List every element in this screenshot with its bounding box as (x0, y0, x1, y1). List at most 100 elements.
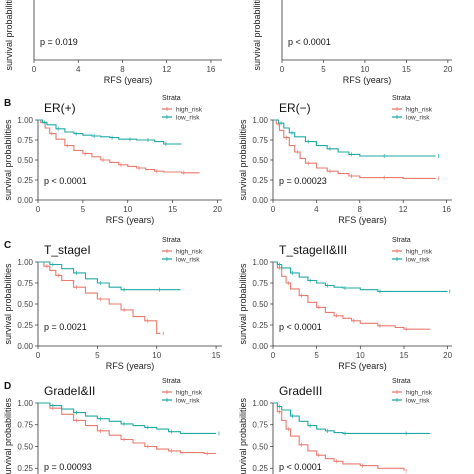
p-value-label: p < 0.0001 (288, 37, 331, 47)
x-tick-label: 16 (442, 205, 451, 214)
x-axis-label: RFS (years) (338, 361, 387, 371)
y-tick-label: 0.50 (17, 300, 33, 309)
y-axis-label: survival probabilities (3, 119, 13, 201)
legend-label: low_risk (406, 397, 430, 404)
y-tick-label: 0.50 (17, 156, 33, 165)
series-low-risk-line (38, 402, 217, 434)
y-tick-label: 0.00 (252, 196, 268, 205)
x-tick-label: 0 (36, 351, 41, 360)
x-axis-label: RFS (years) (343, 75, 392, 85)
curves (273, 119, 439, 181)
panel-title: T_stageII&III (279, 243, 347, 257)
series-high-risk-line (38, 119, 200, 174)
panel-c2: 0.00 0.25 0.50 0.75 1.00 0 5 10 15 20 RFS (years) s… (238, 237, 453, 371)
x-tick-label: 0 (32, 65, 37, 74)
series-high-risk-line (273, 402, 405, 471)
x-tick-label: 10 (360, 65, 369, 74)
panel-a2: 0 5 10 15 20 RFS (years) survival probabilitie… (252, 0, 453, 85)
legend-label: low_risk (406, 114, 430, 121)
legend-label: high_risk (176, 106, 203, 113)
x-tick-label: 15 (212, 351, 221, 360)
y-tick-label: 0.75 (252, 279, 268, 288)
x-tick-label: 0 (36, 205, 41, 214)
panel-title: ER(+) (44, 101, 76, 115)
legend-label: high_risk (406, 106, 433, 113)
series-low-risk-line (273, 402, 431, 434)
p-value-label: p = 0.00093 (44, 462, 92, 472)
series-low-risk-line (273, 119, 436, 157)
x-axis-label: RFS (years) (104, 75, 153, 85)
x-tick-label: 5 (95, 351, 100, 360)
y-axis-label: survival probabilities (238, 263, 248, 345)
x-tick-label: 10 (123, 205, 132, 214)
x-tick-label: 5 (321, 65, 326, 74)
series-low-risk-line (273, 261, 448, 292)
curves (38, 402, 220, 456)
legend-label: low_risk (406, 256, 430, 263)
y-tick-label: 0.75 (17, 136, 33, 145)
x-axis-label: RFS (years) (106, 215, 155, 225)
panel-title: T_stageI (44, 243, 91, 257)
x-axis-label: RFS (years) (338, 215, 387, 225)
legend-title: Strata (162, 95, 181, 102)
panel-b2: 0.00 0.25 0.50 0.75 1.00 0 4 8 12 16 RFS (years) su… (238, 95, 452, 225)
curves (38, 119, 200, 175)
y-tick-label: 1.00 (17, 116, 33, 125)
y-tick-label: 0.00 (17, 196, 33, 205)
x-tick-label: 4 (76, 65, 81, 74)
y-tick-label: 0.25 (17, 176, 33, 185)
series-high-risk-line (38, 402, 217, 455)
y-tick-label: 0.00 (252, 342, 268, 351)
legend-title: Strata (392, 95, 411, 102)
y-tick-label: 0.25 (252, 176, 268, 185)
y-tick-label: 1.00 (252, 258, 268, 267)
x-tick-label: 8 (358, 205, 363, 214)
y-tick-label: 0.25 (252, 464, 268, 473)
y-tick-label: 0.50 (252, 156, 268, 165)
y-axis-label: survival probabilities (3, 263, 13, 345)
legend-label: high_risk (406, 389, 433, 396)
x-tick-label: 12 (399, 205, 408, 214)
x-tick-label: 0 (271, 351, 276, 360)
x-tick-label: 10 (356, 351, 365, 360)
p-value-label: p = 0.00023 (279, 176, 327, 186)
legend-title: Strata (392, 378, 411, 385)
y-axis-label: survival probabilities (252, 0, 262, 71)
y-tick-label: 0.50 (252, 300, 268, 309)
x-tick-label: 0 (271, 205, 276, 214)
x-tick-label: 15 (168, 205, 177, 214)
y-tick-label: 1.00 (17, 258, 33, 267)
x-tick-label: 20 (443, 351, 452, 360)
curves (273, 402, 431, 473)
legend-label: high_risk (176, 248, 203, 255)
x-tick-label: 4 (314, 205, 319, 214)
x-tick-label: 15 (402, 65, 411, 74)
series-high-risk-line (273, 119, 436, 179)
y-tick-label: 1.00 (252, 399, 268, 408)
legend-label: high_risk (176, 389, 203, 396)
legend-title: Strata (162, 378, 181, 385)
legend-title: Strata (392, 237, 411, 244)
x-tick-label: 20 (443, 65, 452, 74)
panel-letter: C (4, 240, 11, 251)
legend-label: high_risk (406, 248, 433, 255)
y-axis-label: survival probabilities (238, 397, 248, 474)
curves (273, 261, 451, 332)
panel-letter: B (4, 98, 11, 109)
p-value-label: p < 0.0001 (279, 322, 322, 332)
p-value-label: p = 0.019 (40, 37, 78, 47)
p-value-label: p < 0.0001 (44, 176, 87, 186)
x-tick-label: 20 (213, 205, 222, 214)
legend-label: low_risk (176, 397, 200, 404)
y-tick-label: 0.75 (252, 136, 268, 145)
x-tick-label: 5 (314, 351, 319, 360)
y-tick-label: 0.00 (17, 342, 33, 351)
x-tick-label: 8 (120, 65, 125, 74)
y-tick-label: 0.25 (17, 321, 33, 330)
panel-letter: D (4, 381, 11, 392)
x-tick-label: 0 (280, 65, 285, 74)
panel-title: ER(−) (279, 101, 311, 115)
